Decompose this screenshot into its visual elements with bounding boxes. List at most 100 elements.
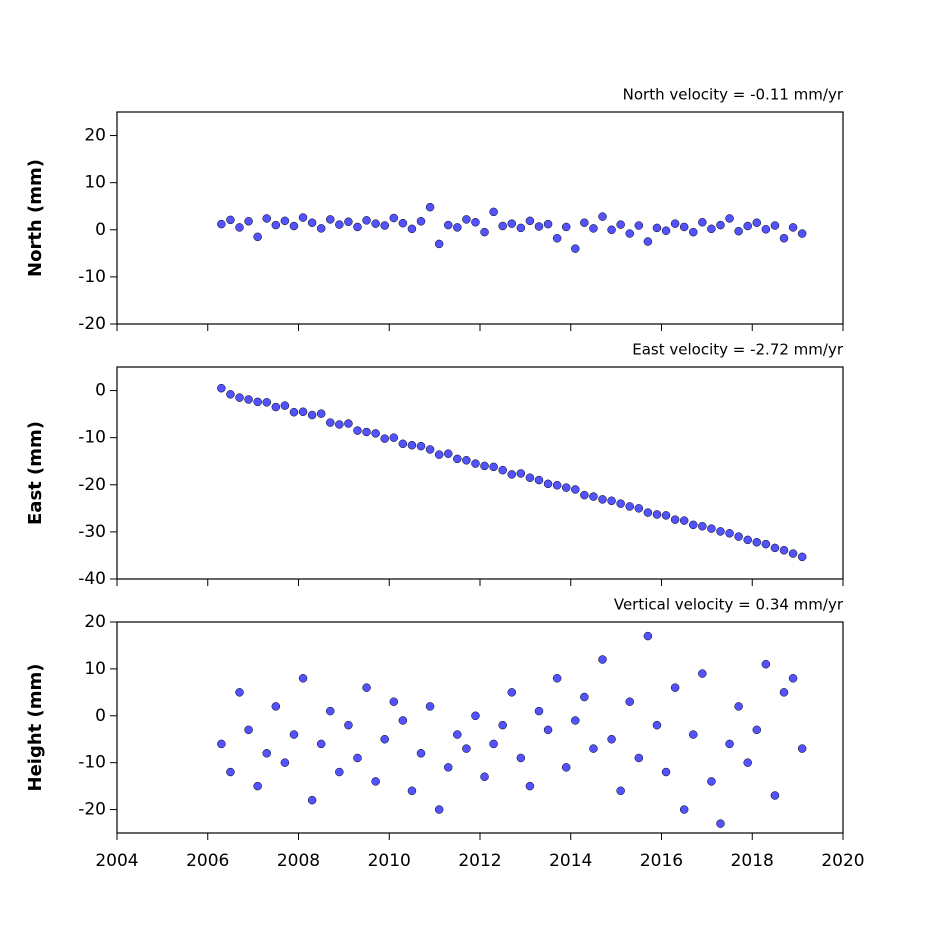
- point: [516, 753, 526, 763]
- point: [443, 220, 453, 230]
- y-tick-label: -20: [78, 800, 106, 820]
- point: [398, 716, 408, 725]
- point: [226, 390, 235, 399]
- y-tick-label: -10: [78, 428, 106, 448]
- point: [589, 224, 598, 233]
- panel-title: Vertical velocity = 0.34 mm/yr: [614, 596, 844, 614]
- point: [670, 683, 680, 692]
- point: [280, 216, 290, 226]
- y-tick-label: -20: [78, 475, 106, 495]
- point: [462, 744, 471, 753]
- point: [552, 674, 562, 683]
- point: [552, 234, 562, 243]
- point: [380, 221, 389, 230]
- point: [607, 734, 616, 744]
- point: [434, 239, 444, 249]
- y-axis-label: North (mm): [25, 159, 46, 277]
- point: [661, 226, 671, 235]
- point: [316, 739, 326, 749]
- point: [271, 402, 281, 412]
- point: [625, 697, 634, 706]
- point: [326, 706, 335, 716]
- y-tick-label: -40: [78, 569, 106, 589]
- point: [498, 720, 507, 730]
- point: [707, 524, 716, 533]
- point: [661, 511, 671, 520]
- point: [298, 407, 308, 417]
- point: [407, 440, 417, 450]
- point: [634, 221, 644, 230]
- point: [679, 516, 689, 525]
- point: [462, 456, 471, 465]
- x-tick-label: 2006: [186, 851, 229, 871]
- point: [416, 749, 426, 758]
- point: [462, 215, 471, 224]
- point: [434, 805, 444, 814]
- point: [471, 217, 480, 227]
- point: [707, 777, 716, 786]
- point: [525, 473, 535, 482]
- point: [344, 419, 353, 428]
- y-tick-label: 10: [84, 659, 106, 679]
- y-tick-label: 0: [95, 381, 106, 401]
- x-tick-label: 2012: [458, 851, 501, 871]
- point: [589, 744, 598, 753]
- point: [716, 527, 725, 536]
- point: [616, 220, 625, 229]
- point: [407, 224, 417, 234]
- point: [679, 222, 689, 232]
- point: [643, 237, 653, 246]
- plot-frame: [116, 111, 844, 325]
- panel-title: North velocity = -0.11 mm/yr: [623, 86, 844, 104]
- point: [362, 683, 371, 692]
- point: [734, 226, 743, 236]
- point: [425, 445, 435, 454]
- point: [725, 214, 734, 223]
- point: [416, 441, 426, 451]
- point: [561, 222, 571, 232]
- point: [743, 535, 752, 545]
- point: [761, 539, 771, 549]
- y-tick-label: -20: [78, 314, 106, 334]
- point: [752, 218, 762, 227]
- point: [770, 221, 780, 230]
- point: [353, 426, 362, 435]
- point: [625, 229, 634, 238]
- point: [443, 449, 453, 458]
- point: [362, 216, 371, 225]
- point: [507, 688, 517, 697]
- point: [344, 217, 353, 227]
- point: [271, 702, 281, 711]
- point: [480, 772, 489, 781]
- point: [235, 393, 244, 402]
- point: [371, 429, 380, 438]
- point: [534, 222, 544, 231]
- point: [353, 222, 362, 232]
- point: [326, 418, 335, 427]
- point: [652, 510, 662, 519]
- point: [253, 781, 262, 791]
- point: [498, 465, 507, 475]
- point: [743, 221, 752, 231]
- point: [217, 739, 226, 749]
- point: [571, 244, 580, 253]
- point: [698, 521, 707, 531]
- point: [698, 669, 707, 678]
- point: [734, 702, 743, 711]
- point: [289, 730, 299, 739]
- point: [380, 434, 389, 443]
- point: [689, 227, 698, 237]
- point: [262, 214, 271, 223]
- point: [652, 223, 662, 233]
- y-tick-label: 20: [84, 612, 106, 632]
- point: [716, 220, 725, 230]
- point: [226, 215, 235, 225]
- point: [507, 470, 517, 479]
- point: [779, 688, 789, 697]
- point: [634, 753, 644, 763]
- point: [788, 223, 798, 232]
- point: [416, 217, 426, 226]
- point: [752, 538, 762, 547]
- point: [788, 549, 798, 558]
